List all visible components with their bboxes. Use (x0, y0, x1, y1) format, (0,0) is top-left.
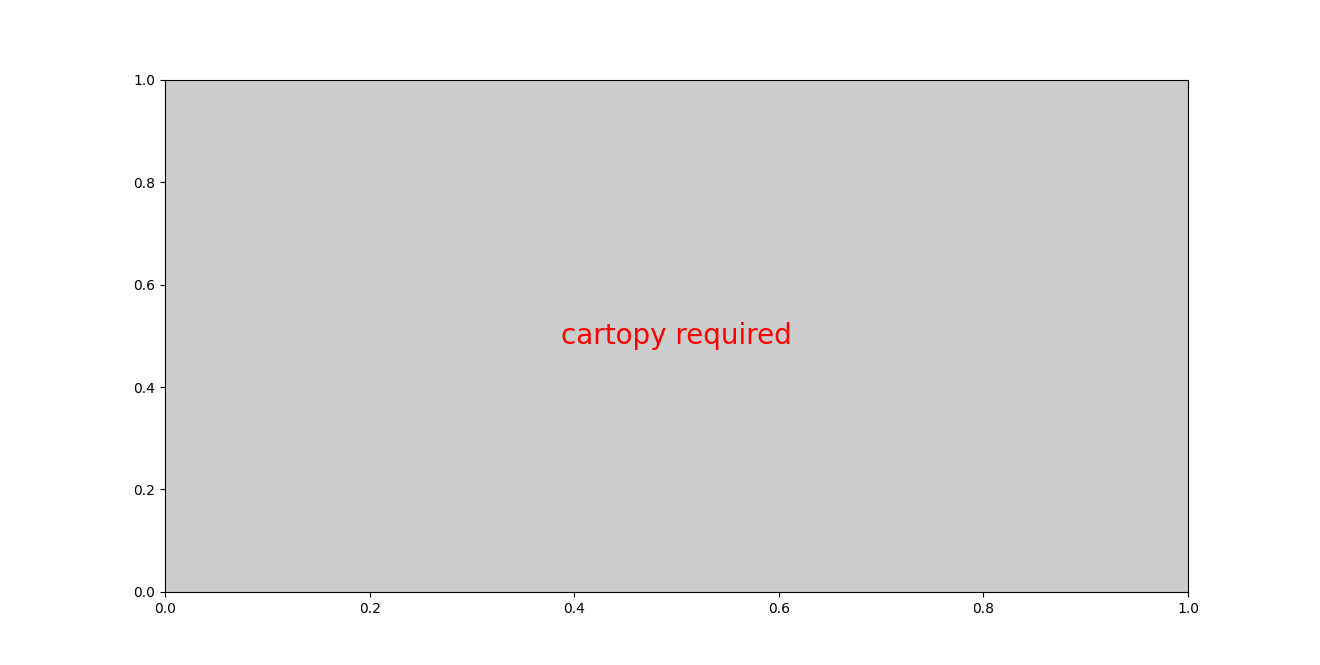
Text: cartopy required: cartopy required (561, 322, 792, 350)
